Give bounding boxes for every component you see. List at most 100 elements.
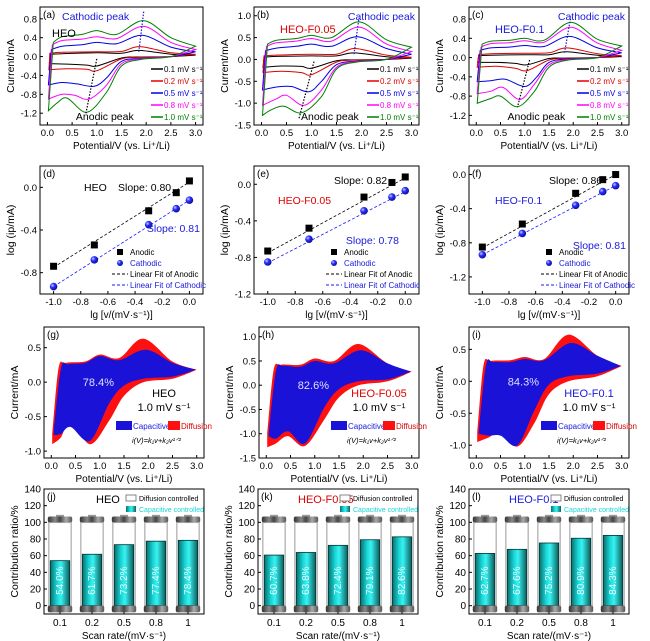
battery-bottom-cap <box>600 605 626 613</box>
legend-label: 0.5 mV s⁻¹ <box>590 89 629 98</box>
battery-terminal <box>120 514 128 517</box>
bar-value-label: 79.1% <box>365 566 376 594</box>
battery-bottom-cap <box>261 605 287 613</box>
y-axis-label: log (ip/mA) <box>434 205 446 256</box>
y-tick-label: -0.8 <box>235 253 251 264</box>
legend-label: Diffusion controlled <box>353 496 413 503</box>
x-tick-label: 1.0 <box>305 128 318 139</box>
x-tick-label: -1.0 <box>474 297 490 308</box>
x-tick-label: -0.8 <box>501 297 517 308</box>
cv-curve-3 <box>47 25 198 100</box>
legend-diffusion-swatch <box>339 494 351 502</box>
y-tick-label: 40 <box>30 568 42 579</box>
battery-top-cap <box>472 516 498 523</box>
panel-d: -1.0 -0.8 -0.6 -0.4 -0.2 0.0 -0.8 -0.4 0.0 lg [v/… <box>5 165 206 321</box>
y-tick-label: 0.5 <box>453 345 466 356</box>
x-tick-label: 1.0 <box>90 128 103 139</box>
x-tick-label: 0.0 <box>609 297 622 308</box>
y-tick-label: -0.8 <box>21 90 37 101</box>
cv-curve-4 <box>47 20 198 113</box>
cathodic-point <box>478 250 487 259</box>
legend-diffusion-swatch <box>125 494 137 502</box>
y-axis-label: log (ip/mA) <box>5 205 17 256</box>
cathodic-point <box>305 235 313 243</box>
y-tick-label: 0.0 <box>24 52 37 63</box>
y-tick-label: 1.0 <box>243 332 256 343</box>
panel-j: 0 20 40 60 80 100 120 140 0.1 54.0% 0.2 61.7% 0.5 73.… <box>9 485 205 641</box>
battery-terminal <box>545 514 553 517</box>
x-tick-label: 1 <box>610 618 616 629</box>
sample-label: HEO-F0.1 <box>509 494 559 506</box>
battery-terminal <box>609 514 617 517</box>
y-tick-label: 20 <box>30 585 42 596</box>
cv-curve-4 <box>261 21 413 117</box>
anodic-fit-line <box>267 177 406 254</box>
cv-curve-3 <box>261 26 414 107</box>
x-tick-label: 2.5 <box>380 128 393 139</box>
y-tick-label: 0.0 <box>453 53 466 64</box>
y-tick-label: 0.0 <box>238 180 251 191</box>
legend-diffusion-swatch <box>168 421 180 430</box>
battery-terminal <box>513 514 521 517</box>
legend-label: 0.2 mV s⁻¹ <box>164 77 203 86</box>
y-tick-label: -1.5 <box>240 454 256 465</box>
x-tick-label: 1.0 <box>308 461 321 472</box>
cathodic-point <box>518 229 527 238</box>
legend-label: Capacitive controlled <box>139 507 204 514</box>
x-tick-label: 1.5 <box>542 461 555 472</box>
legend-label: Anodic <box>130 248 154 257</box>
battery-top-cap <box>600 516 626 523</box>
y-tick-label: 140 <box>238 485 255 496</box>
panel-label: (c) <box>472 10 484 21</box>
legend-label: 0.2 mV s⁻¹ <box>380 77 419 86</box>
x-axis-label: Potential/V (vs. Li⁺/Li) <box>291 474 388 485</box>
anodic-fit-line <box>53 181 190 268</box>
battery-top-cap <box>261 516 287 523</box>
legend-label: 0.2 mV s⁻¹ <box>590 77 629 86</box>
battery-bottom-cap <box>111 605 137 613</box>
bar-value-label: 77.4% <box>151 566 162 594</box>
legend-label: 1.0 mV s⁻¹ <box>590 113 629 122</box>
capacitive-bar <box>391 536 413 607</box>
legend-anodic-marker <box>331 249 337 255</box>
x-tick-label: 1.0 <box>93 461 106 472</box>
panel-h: 0.0 0.5 1.0 1.5 2.0 2.5 3.0 -1.5 -1.0 -0.5 0.0 0.5 1… <box>224 326 427 485</box>
legend-capacitive-swatch <box>541 421 557 430</box>
y-tick-label: 1.0 <box>238 11 251 22</box>
x-tick-label: 0.5 <box>494 461 507 472</box>
x-tick-label: 0.2 <box>510 618 524 629</box>
scan-rate-label: 1.0 mV s⁻¹ <box>563 402 616 414</box>
legend-label: 0.1 mV s⁻¹ <box>590 65 629 74</box>
y-axis-label: Current/mA <box>434 366 446 420</box>
cathodic-point <box>172 204 181 213</box>
bar-value-label: 84.3% <box>608 566 619 594</box>
legend-label: Diffusion controlled <box>139 496 199 503</box>
cathodic-point <box>144 220 153 229</box>
legend-anodic-marker <box>117 249 123 255</box>
panel-label: (g) <box>47 330 59 341</box>
anodic-peak-guide <box>85 58 98 114</box>
x-tick-label: 2.0 <box>142 461 155 472</box>
cv-curve-4 <box>476 21 624 108</box>
x-tick-label: 0.8 <box>574 618 588 629</box>
legend-label: 0.1 mV s⁻¹ <box>380 65 419 74</box>
y-tick-label: 0.0 <box>243 381 256 392</box>
battery-top-cap <box>47 516 73 523</box>
capacitive-area <box>478 342 621 447</box>
legend-label: Anodic <box>559 248 583 257</box>
legend-label: 0.5 mV s⁻¹ <box>164 89 203 98</box>
anodic-point <box>478 243 486 251</box>
y-tick-label: 0.5 <box>238 33 251 44</box>
y-tick-label: 100 <box>449 518 466 529</box>
cathodic-fit-line <box>53 199 190 287</box>
battery-terminal <box>302 514 310 517</box>
battery-bottom-cap <box>175 605 201 613</box>
battery-terminal <box>56 514 64 517</box>
y-tick-label: 0 <box>35 601 41 612</box>
y-tick-label: 0.4 <box>453 34 466 45</box>
legend-label: 0.5 mV s⁻¹ <box>380 89 419 98</box>
sample-label: HEO <box>152 388 176 400</box>
y-tick-label: 140 <box>449 485 466 496</box>
battery-top-cap <box>568 516 594 523</box>
